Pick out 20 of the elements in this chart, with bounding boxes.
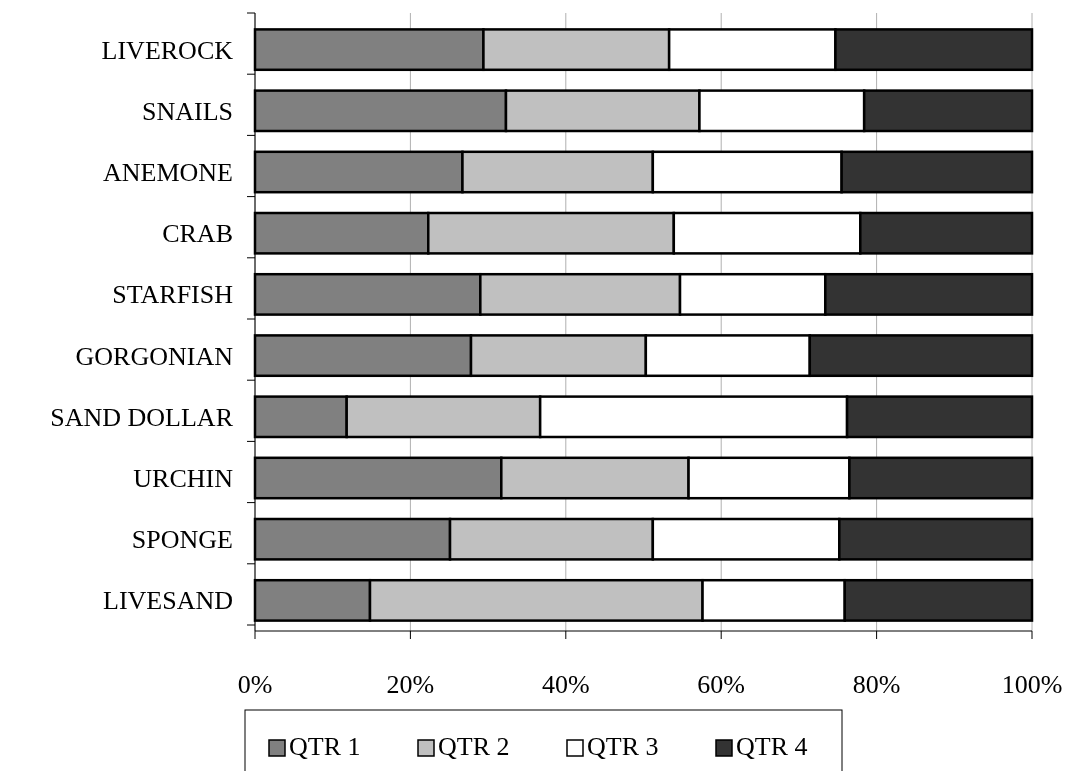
y-tick-label: SAND DOLLAR bbox=[50, 402, 234, 432]
x-tick-label: 80% bbox=[852, 670, 901, 699]
y-tick-label: LIVESAND bbox=[103, 586, 233, 616]
x-tick-label: 60% bbox=[697, 670, 746, 699]
y-tick-label: CRAB bbox=[162, 219, 233, 249]
y-tick-label: LIVEROCK bbox=[101, 35, 234, 65]
y-tick-label: ANEMONE bbox=[103, 158, 233, 187]
y-tick-label: URCHIN bbox=[133, 464, 234, 493]
legend-label: QTR 4 bbox=[736, 732, 808, 761]
y-tick-label: SPONGE bbox=[131, 525, 233, 555]
legend-label: QTR 1 bbox=[289, 732, 361, 761]
x-tick-label: 0% bbox=[237, 670, 273, 699]
x-tick-label: 40% bbox=[541, 670, 590, 699]
y-tick-label: GORGONIAN bbox=[75, 341, 234, 371]
y-tick-label: SNAILS bbox=[141, 96, 233, 126]
x-tick-label: 20% bbox=[386, 670, 435, 699]
legend-label: QTR 3 bbox=[587, 732, 659, 761]
y-tick-label: STARFISH bbox=[112, 280, 234, 310]
legend-label: QTR 2 bbox=[438, 732, 510, 761]
x-tick-label: 100% bbox=[1001, 670, 1063, 699]
